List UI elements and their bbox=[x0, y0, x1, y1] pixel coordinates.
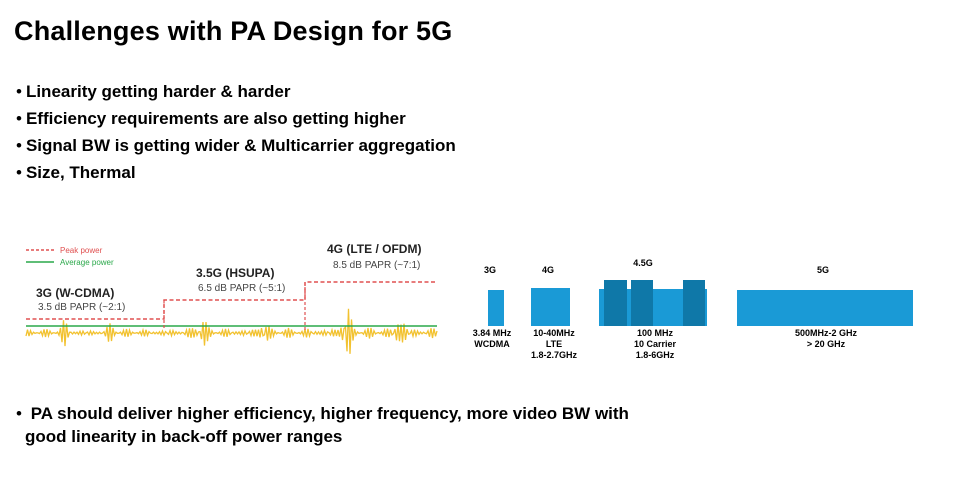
spectrum-block-4g bbox=[531, 288, 570, 326]
spectrum-caption-4g-line2: LTE bbox=[546, 339, 562, 349]
spectrum-carrier-45g-1 bbox=[604, 280, 627, 326]
papr-label-3g: 3.5 dB PAPR (~2:1) bbox=[38, 302, 125, 313]
bullet-efficiency: Efficiency requirements are also getting… bbox=[16, 105, 456, 132]
challenge-list: Linearity getting harder & harder Effici… bbox=[16, 78, 456, 186]
spectrum-caption-3g-line1: 3.84 MHz bbox=[473, 328, 512, 338]
spectrum-block-3g bbox=[488, 290, 504, 326]
average-legend-label: Average power bbox=[60, 258, 114, 267]
conclusion-line-2: good linearity in back-off power ranges bbox=[25, 427, 343, 446]
spectrum-caption-45g-line1: 100 MHz bbox=[637, 328, 674, 338]
spectrum-title-3g: 3G bbox=[484, 265, 496, 275]
peak-legend-label: Peak power bbox=[60, 246, 103, 255]
papr-label-35g: 6.5 dB PAPR (~5:1) bbox=[198, 283, 285, 294]
spectrum-caption-5g-line2: > 20 GHz bbox=[807, 339, 846, 349]
gen-label-3g: 3G (W-CDMA) bbox=[36, 286, 114, 300]
peak-power-line bbox=[26, 281, 437, 320]
spectrum-caption-45g-line3: 1.8-6GHz bbox=[636, 350, 675, 360]
spectrum-carrier-45g-3 bbox=[683, 280, 705, 326]
spectrum-title-5g: 5G bbox=[817, 265, 829, 275]
spectrum-caption-5g-line1: 500MHz-2 GHz bbox=[795, 328, 858, 338]
spectrum-caption-4g-line1: 10-40MHz bbox=[533, 328, 575, 338]
spectrum-caption-45g-line2: 10 Carrier bbox=[634, 339, 677, 349]
bullet-pa-requirements: PA should deliver higher efficiency, hig… bbox=[16, 402, 629, 448]
spectrum-caption-3g-line2: WCDMA bbox=[474, 339, 510, 349]
conclusion-line-1: PA should deliver higher efficiency, hig… bbox=[30, 404, 629, 423]
conclusion-list: PA should deliver higher efficiency, hig… bbox=[16, 402, 629, 448]
papr-label-4g: 8.5 dB PAPR (~7:1) bbox=[333, 260, 420, 271]
signal-waveform bbox=[25, 308, 438, 354]
spectrum-title-4g: 4G bbox=[542, 265, 554, 275]
gen-label-35g: 3.5G (HSUPA) bbox=[196, 266, 274, 280]
spectrum-title-45g: 4.5G bbox=[633, 258, 653, 268]
bullet-signal-bw: Signal BW is getting wider & Multicarrie… bbox=[16, 132, 456, 159]
spectrum-carrier-45g-2 bbox=[631, 280, 653, 326]
waveform-legend: Peak power Average power bbox=[26, 246, 114, 267]
spectrum-block-5g bbox=[737, 290, 913, 326]
page-title: Challenges with PA Design for 5G bbox=[14, 16, 453, 46]
gen-label-4g: 4G (LTE / OFDM) bbox=[327, 242, 421, 256]
bullet-linearity: Linearity getting harder & harder bbox=[16, 78, 456, 105]
bullet-size-thermal: Size, Thermal bbox=[16, 159, 456, 186]
spectrum-caption-4g-line3: 1.8-2.7GHz bbox=[531, 350, 578, 360]
